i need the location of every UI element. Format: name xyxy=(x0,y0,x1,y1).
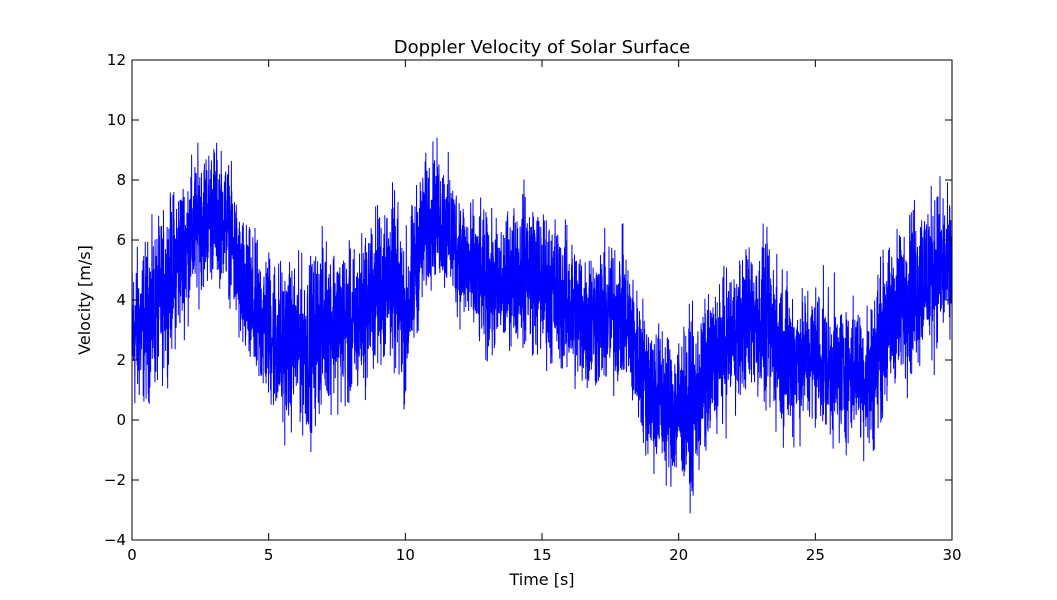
y-tick-label: 10 xyxy=(107,111,126,129)
x-tick-label: 25 xyxy=(806,546,825,564)
y-axis-label: Velocity [m/s] xyxy=(75,245,94,355)
y-tick-label: 4 xyxy=(116,291,126,309)
y-axis: −4 −2 0 2 4 6 8 10 12 xyxy=(104,51,952,549)
y-tick-label: −2 xyxy=(104,471,126,489)
velocity-series-line xyxy=(131,137,953,514)
y-tick-label: 8 xyxy=(116,171,126,189)
x-tick-label: 10 xyxy=(396,546,415,564)
x-axis-label: Time [s] xyxy=(508,570,574,589)
x-tick-label: 20 xyxy=(669,546,688,564)
chart-title: Doppler Velocity of Solar Surface xyxy=(394,37,691,58)
y-tick-label: 6 xyxy=(116,231,126,249)
y-tick-label: −4 xyxy=(104,531,126,549)
x-axis: 0 5 10 15 20 25 30 xyxy=(127,60,962,564)
series-layer xyxy=(131,137,953,514)
y-tick-label: 2 xyxy=(116,351,126,369)
y-tick-label: 0 xyxy=(116,411,126,429)
x-tick-label: 30 xyxy=(942,546,961,564)
x-tick-label: 0 xyxy=(127,546,137,564)
x-tick-label: 15 xyxy=(532,546,551,564)
y-tick-label: 12 xyxy=(107,51,126,69)
x-tick-label: 5 xyxy=(264,546,274,564)
